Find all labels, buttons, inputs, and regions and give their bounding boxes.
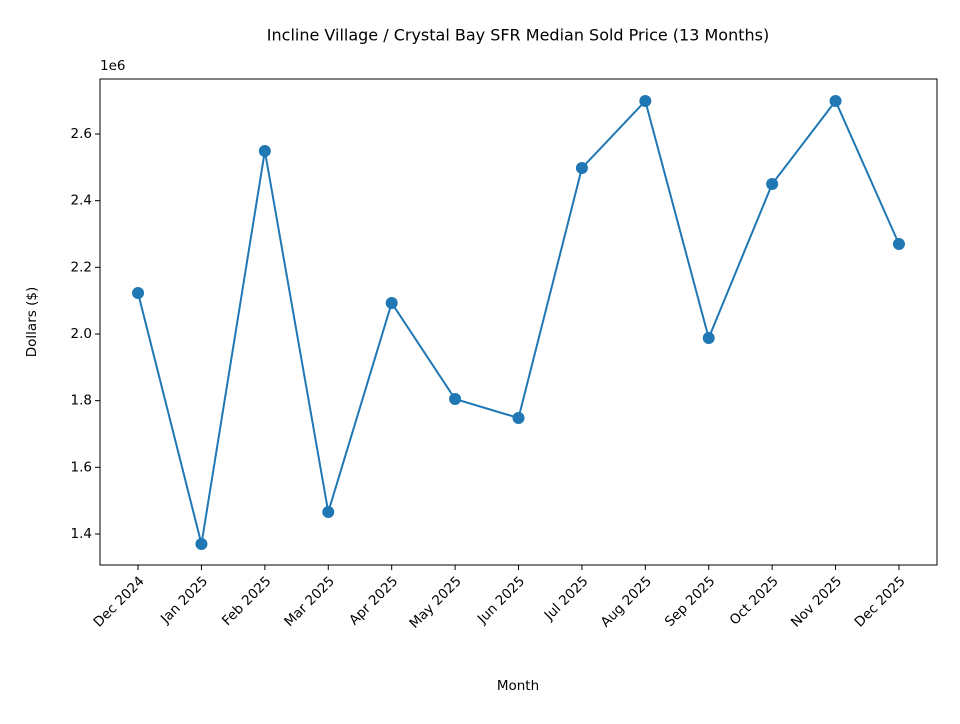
y-tick-label: 2.2 (71, 259, 92, 275)
y-tick-label: 2.4 (71, 193, 92, 209)
marker (195, 538, 208, 550)
y-axis-label: Dollars ($) (24, 287, 40, 357)
marker (132, 287, 145, 299)
y-tick-label: 1.4 (71, 526, 92, 542)
marker (766, 178, 779, 190)
chart-title: Incline Village / Crystal Bay SFR Median… (267, 26, 769, 45)
y-tick-label: 1.6 (71, 459, 92, 475)
x-axis-label: Month (497, 678, 539, 694)
marker (258, 145, 271, 157)
y-tick-label: 1.8 (71, 393, 92, 409)
y-tick-label: 2.6 (71, 126, 92, 142)
marker (512, 412, 525, 424)
marker (829, 95, 842, 107)
y-offset-label: 1e6 (100, 58, 125, 74)
marker (892, 238, 905, 250)
marker (702, 332, 715, 344)
y-tick-label: 2.0 (71, 326, 92, 342)
marker (575, 162, 588, 174)
marker (639, 95, 652, 107)
marker (322, 506, 335, 518)
marker (449, 393, 462, 405)
marker (385, 297, 398, 309)
